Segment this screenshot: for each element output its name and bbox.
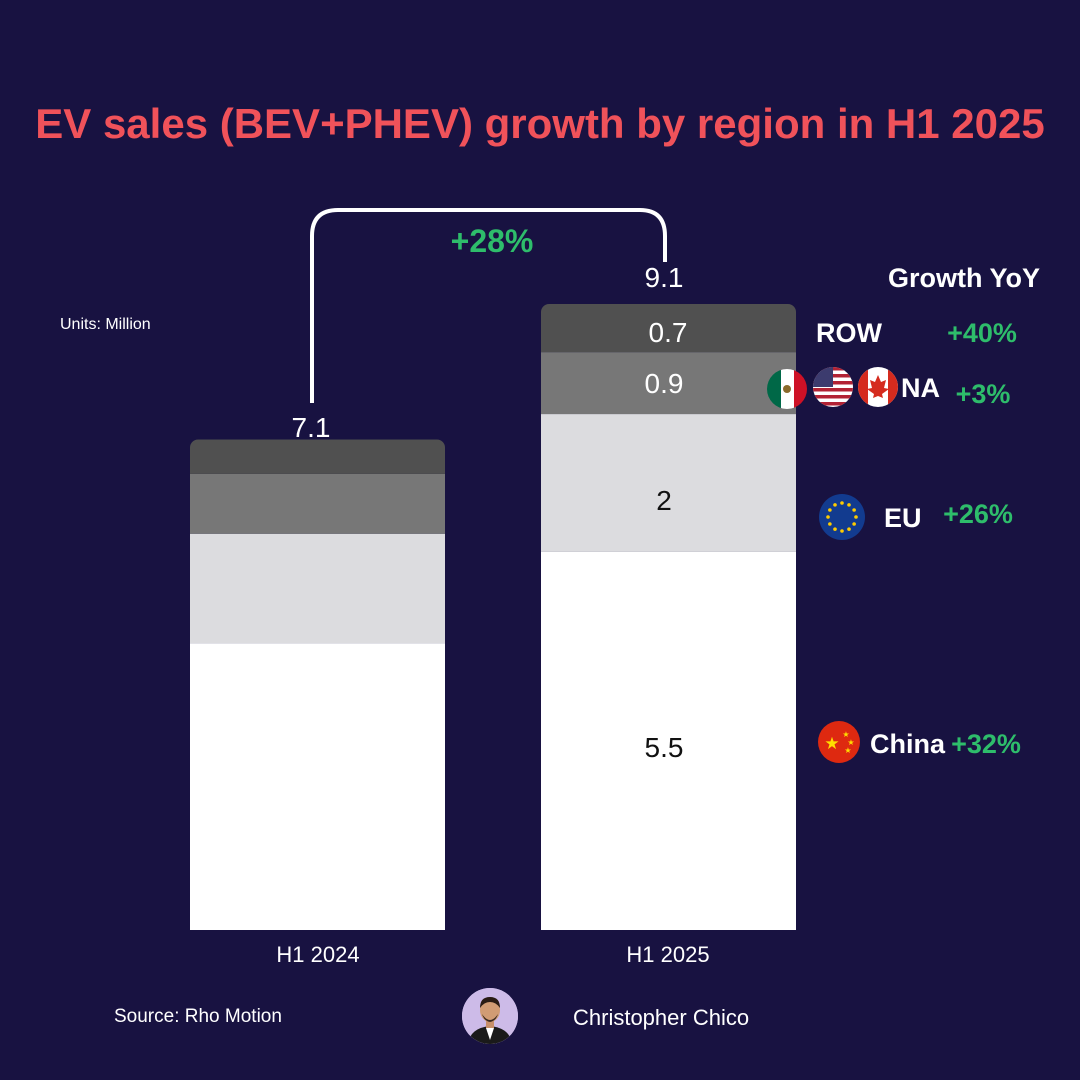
china-flag-icon: ★ ★ ★ ★: [818, 721, 860, 763]
usa-flag-icon: [813, 367, 853, 407]
svg-text:★: ★: [824, 734, 839, 754]
bar-stack: [541, 304, 796, 930]
source-label: Source: Rho Motion: [114, 1006, 282, 1027]
eu-flag-icon: [819, 494, 865, 540]
chart-title: EV sales (BEV+PHEV) growth by region in …: [35, 100, 1044, 147]
x-tick-label: H1 2025: [626, 942, 709, 967]
star-icon: [828, 522, 832, 526]
bar-na-0: [190, 473, 445, 534]
star-icon: [847, 527, 851, 531]
data-label-eu: 2: [656, 485, 672, 516]
data-label-na: 0.9: [645, 368, 684, 399]
legend-region-na: NA: [901, 373, 940, 403]
star-icon: [852, 522, 856, 526]
bar-row-1: [541, 304, 796, 353]
data-label-china: 5.5: [645, 732, 684, 763]
svg-text:★: ★: [842, 730, 849, 739]
legend-growth-china: +32%: [951, 729, 1021, 759]
legend-growth-eu: +26%: [943, 499, 1013, 529]
star-icon: [847, 503, 851, 507]
data-label-row: 0.7: [649, 317, 688, 348]
bar-eu-0: [190, 533, 445, 644]
star-icon: [852, 508, 856, 512]
author-name: Christopher Chico: [573, 1005, 749, 1030]
star-icon: [840, 529, 844, 533]
bar-china-1: [541, 551, 796, 930]
bar-china-0: [190, 643, 445, 930]
bar-eu-1: [541, 414, 796, 552]
total-label-2024: 7.1: [292, 412, 331, 443]
bar-stack: [190, 439, 445, 930]
legend-region-eu: EU: [884, 503, 922, 533]
bar-row-0: [190, 439, 445, 474]
overall-growth-label: +28%: [451, 223, 534, 259]
legend-growth-row: +40%: [947, 318, 1017, 348]
legend-region-china: China: [870, 729, 946, 759]
star-icon: [826, 515, 830, 519]
units-label: Units: Million: [60, 316, 151, 333]
star-icon: [854, 515, 858, 519]
star-icon: [833, 527, 837, 531]
canada-flag-icon: [858, 367, 898, 407]
mexico-flag-icon: [767, 369, 807, 409]
legend-growth-na: +3%: [956, 379, 1011, 409]
person-icon: [462, 988, 518, 1044]
avatar: [462, 988, 518, 1044]
star-icon: [840, 501, 844, 505]
x-tick-label: H1 2024: [276, 942, 359, 967]
star-icon: [833, 503, 837, 507]
growth-bracket: [310, 208, 667, 403]
bars: [190, 304, 796, 930]
bar-na-1: [541, 352, 796, 415]
svg-text:★: ★: [847, 738, 854, 747]
legend-region-row: ROW: [816, 318, 883, 348]
legend-header: Growth YoY: [888, 263, 1040, 293]
svg-text:★: ★: [844, 746, 851, 755]
star-icon: [828, 508, 832, 512]
total-label-2025: 9.1: [645, 262, 684, 293]
